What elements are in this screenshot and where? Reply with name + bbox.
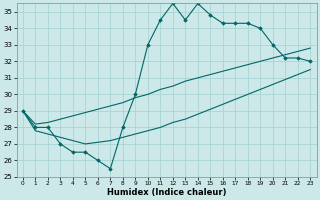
X-axis label: Humidex (Indice chaleur): Humidex (Indice chaleur) bbox=[107, 188, 226, 197]
